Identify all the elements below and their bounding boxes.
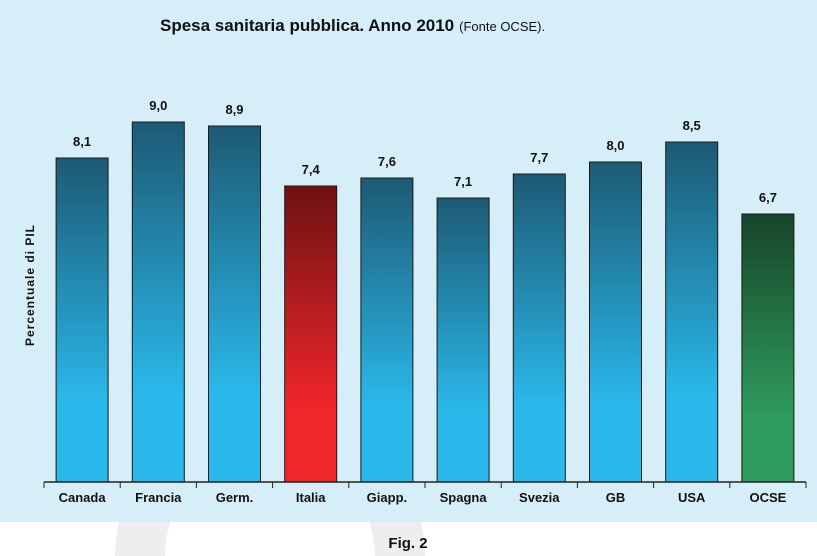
x-tick-label: Canada <box>59 490 107 505</box>
value-label: 8,9 <box>225 102 243 117</box>
bar-italia <box>284 185 338 483</box>
y-axis-label: Percentuale di PIL <box>23 224 37 346</box>
x-tick-label: Giapp. <box>367 490 407 505</box>
value-label: 7,7 <box>530 150 548 165</box>
value-label: 8,1 <box>73 134 91 149</box>
x-tick-label: Italia <box>296 490 326 505</box>
value-label: 7,4 <box>302 162 321 177</box>
x-tick-label: Germ. <box>216 490 254 505</box>
bar-usa <box>665 141 719 483</box>
value-label: 8,0 <box>606 138 624 153</box>
x-tick-label: USA <box>678 490 706 505</box>
bar-canada <box>55 157 109 483</box>
figure-caption: Fig. 2 <box>388 535 427 552</box>
bar-giapp <box>360 177 414 483</box>
value-label: 6,7 <box>759 190 777 205</box>
x-tick-label: OCSE <box>749 490 786 505</box>
bar-spagna <box>436 197 490 483</box>
bar-germ <box>208 125 261 483</box>
x-tick-label: Svezia <box>519 490 560 505</box>
bar-francia <box>131 121 185 483</box>
bar-svezia <box>512 173 566 483</box>
x-tick-label: Spagna <box>440 490 488 505</box>
bar-gb <box>589 161 642 483</box>
x-tick-label: GB <box>606 490 626 505</box>
value-label: 7,1 <box>454 174 472 189</box>
value-label: 8,5 <box>683 118 701 133</box>
bar-ocse <box>741 213 795 483</box>
value-label: 7,6 <box>378 154 396 169</box>
chart-title: Spesa sanitaria pubblica. Anno 2010 (Font… <box>160 16 545 35</box>
value-label: 9,0 <box>149 98 167 113</box>
x-tick-label: Francia <box>135 490 182 505</box>
